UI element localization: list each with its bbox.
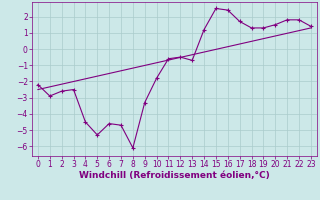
X-axis label: Windchill (Refroidissement éolien,°C): Windchill (Refroidissement éolien,°C) bbox=[79, 171, 270, 180]
